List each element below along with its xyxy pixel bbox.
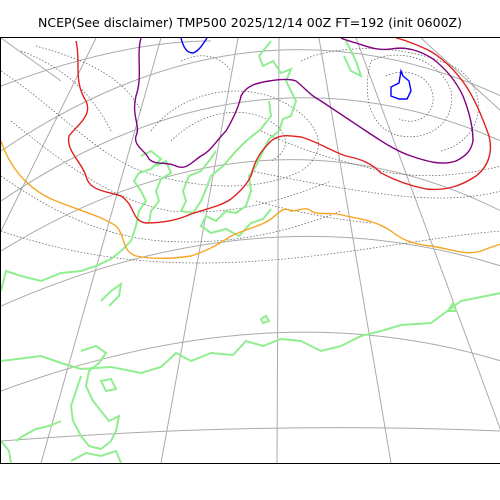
contour-line [10, 120, 332, 213]
isotherm-blue [180, 38, 208, 54]
meridian-line [40, 38, 162, 463]
isotherm-red [67, 38, 492, 224]
contour-line [1, 230, 500, 264]
meridian-line [276, 38, 280, 463]
contour-line [300, 48, 479, 152]
meridian-line [1, 38, 97, 232]
contour-line [1, 70, 302, 187]
latitude-line [1, 97, 500, 202]
coastline [1, 440, 12, 463]
contour-line [1, 175, 342, 243]
weather-map [0, 37, 500, 464]
isotherm-blue-low [390, 68, 412, 100]
coastline [1, 292, 500, 375]
contour-line [170, 111, 286, 162]
graticule [1, 38, 500, 463]
coastline [100, 281, 123, 307]
coastline [69, 344, 121, 451]
coastlines [1, 40, 500, 463]
contour-line [255, 200, 372, 224]
contour-line [35, 45, 142, 112]
latitude-line [1, 427, 500, 442]
dotted-contours [1, 45, 500, 264]
meridian-line [1, 38, 62, 82]
coastline [446, 300, 458, 312]
coastline [148, 159, 173, 224]
contour-line [385, 71, 434, 122]
coastline [259, 314, 271, 325]
coastline [70, 449, 122, 463]
coastline [343, 40, 363, 78]
contour-line [20, 50, 112, 132]
coastline [1, 149, 163, 292]
meridian-line [420, 38, 500, 111]
meridian-line [355, 38, 500, 430]
coastline [15, 420, 62, 442]
map-title: NCEP(See disclaimer) TMP500 2025/12/14 0… [38, 15, 462, 30]
latitude-line [1, 40, 212, 87]
meridian-line [318, 38, 392, 463]
contour-line [250, 170, 500, 199]
contour-line [366, 54, 452, 138]
isotherm-orange [1, 140, 500, 259]
coastline [99, 377, 118, 393]
contour-line [260, 130, 500, 176]
isotherm-purple [133, 38, 474, 168]
coastline [179, 100, 273, 215]
meridian-line [160, 38, 239, 463]
latitude-line [1, 49, 500, 152]
latitude-line [1, 235, 500, 307]
